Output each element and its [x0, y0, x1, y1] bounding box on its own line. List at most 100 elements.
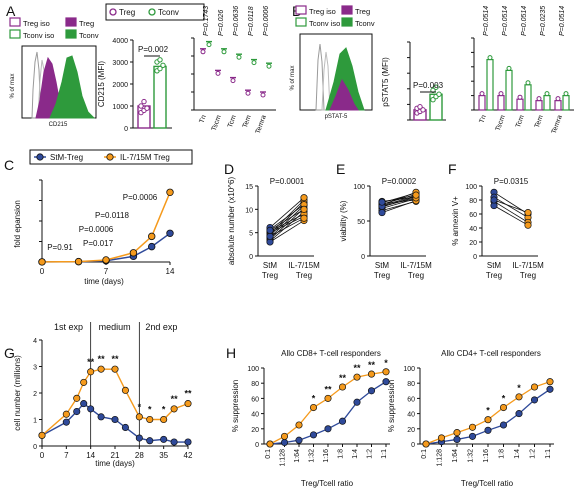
data-point-il7 [524, 221, 532, 229]
bar [524, 84, 532, 111]
data-point [563, 91, 569, 97]
p-value: P=0.0006 [263, 6, 270, 36]
x-tick-label: 1:32 [309, 449, 316, 463]
chart-title: Allo CD8+ T-cell responders [281, 349, 381, 358]
legend-swatch [295, 17, 307, 27]
data-point [479, 91, 485, 97]
y-tick-label: 60 [469, 212, 477, 219]
y-tick-label: 4000 [112, 38, 128, 45]
x-axis-label: Treg/Tcell ratio [461, 479, 514, 488]
data-point [206, 42, 212, 48]
significance-star: * [162, 405, 166, 415]
x-tick-label: 0 [40, 267, 45, 276]
x-tick-label: 1:64 [452, 449, 459, 463]
legend-swatch [341, 17, 353, 27]
p-value: P=0.0235 [540, 6, 547, 36]
x-tick-label: 0 [40, 451, 45, 460]
data-point [138, 103, 144, 109]
data-point [236, 54, 242, 60]
data-point [530, 396, 539, 404]
panel-letter-h: H [226, 345, 236, 361]
x-tick-label: 1:32 [468, 449, 475, 463]
panel-letter-f: F [448, 161, 457, 177]
p-value: P=0.0118 [95, 211, 129, 220]
bar [497, 94, 505, 111]
x-tick-label: Treg [374, 271, 390, 280]
legend-marker-il7 [106, 153, 114, 161]
data-point [367, 370, 376, 378]
data-point [215, 70, 221, 76]
x-tick-label: Tcm [227, 114, 238, 129]
data-point [146, 415, 154, 424]
panel-letter-d: D [224, 161, 234, 177]
legend-label: Tconv [79, 31, 99, 40]
significance-star: * [517, 383, 521, 393]
phase-label-2nd: 2nd exp [145, 322, 177, 332]
y-axis-label: % suppression [231, 380, 240, 432]
data-point [309, 431, 318, 439]
x-tick-label: StM [263, 261, 278, 270]
y-tick-label: 0 [361, 254, 365, 261]
data-point-stm [378, 198, 386, 206]
x-tick-label: Treg [486, 271, 502, 280]
significance-star: * [502, 394, 506, 404]
y-tick-label: 100 [353, 184, 365, 191]
pair-line [269, 197, 305, 228]
pair-line [269, 211, 305, 242]
p-value: P=0.0514 [559, 6, 566, 36]
x-tick-label: 1:128 [437, 449, 444, 467]
pair-line [269, 208, 305, 231]
y-tick-label: 5 [249, 231, 253, 238]
x-tick-label: IL-7/15M [512, 261, 544, 270]
data-point-stm [266, 226, 274, 234]
data-point [515, 393, 523, 401]
x-tick-label: 21 [111, 451, 120, 460]
data-point [97, 413, 105, 421]
x-tick-label: Treg [296, 271, 312, 280]
data-point [157, 65, 163, 72]
hist-x-label: pSTAT-5 [325, 114, 348, 120]
x-tick-label: 7 [64, 451, 69, 460]
y-tick-label: 0 [33, 444, 37, 451]
series-line [41, 368, 189, 436]
data-point [484, 416, 492, 424]
data-point [382, 378, 390, 386]
data-point [433, 84, 439, 90]
y-tick-label: 80 [469, 198, 477, 205]
x-tick-label: 1:64 [294, 449, 301, 463]
data-point [62, 410, 70, 418]
y-tick-label: 1 [33, 418, 37, 425]
data-point [436, 91, 442, 97]
chart-title: Allo CD4+ T-cell responders [441, 349, 541, 358]
x-tick-label: Tn [479, 114, 488, 124]
legend-label: Treg [79, 19, 94, 28]
pair-line [381, 195, 417, 206]
p-value: P=0.026 [218, 10, 225, 36]
data-point [221, 49, 227, 55]
data-point [506, 65, 512, 71]
data-point-stm [490, 196, 498, 204]
legend-marker-stm [36, 153, 44, 161]
pair-line [493, 205, 529, 226]
panel-letter-e: E [336, 161, 345, 177]
x-tick-label: 1:2 [367, 449, 374, 459]
legend-swatch [65, 17, 77, 27]
data-point [353, 373, 361, 381]
pair-line [269, 208, 305, 240]
data-point [62, 418, 70, 426]
significance-star: ** [368, 360, 376, 370]
data-point [430, 87, 436, 94]
data-point [148, 242, 156, 251]
significance-star: ** [353, 363, 361, 373]
y-tick-label: 0 [411, 442, 415, 449]
legend-swatch [341, 5, 353, 15]
data-point [309, 403, 318, 412]
legend-label: Tconv iso [23, 31, 54, 40]
legend-tconv-label: Tconv [158, 8, 179, 17]
legend-label: Treg iso [309, 7, 336, 16]
y-tick-label: 1000 [112, 104, 128, 111]
x-tick-label: Temra [551, 114, 564, 135]
significance-star: * [486, 406, 490, 416]
x-tick-label: 1:2 [530, 449, 537, 459]
